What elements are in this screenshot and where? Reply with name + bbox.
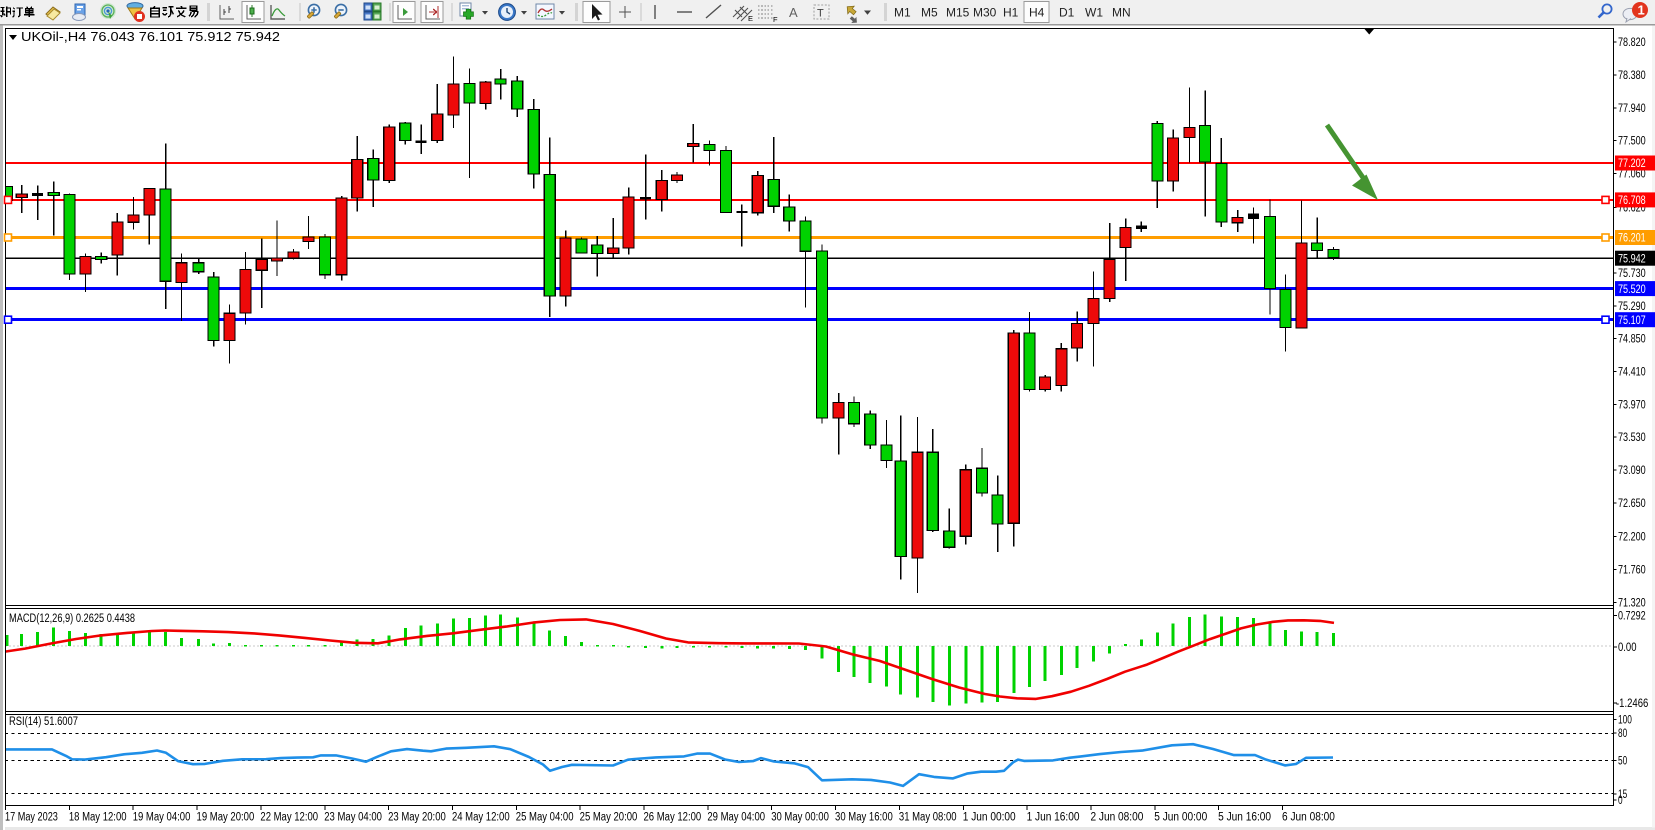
svg-text:75.730: 75.730 xyxy=(1618,268,1646,280)
svg-text:30 May 00:00: 30 May 00:00 xyxy=(771,812,829,824)
svg-text:30 May 16:00: 30 May 16:00 xyxy=(835,812,893,824)
svg-text:E: E xyxy=(748,14,753,23)
svg-text:5 Jun 00:00: 5 Jun 00:00 xyxy=(1154,812,1207,824)
svg-text:0: 0 xyxy=(1618,795,1623,807)
svg-text:73.970: 73.970 xyxy=(1618,399,1646,411)
svg-text:D1: D1 xyxy=(1059,6,1075,20)
svg-text:0.00: 0.00 xyxy=(1618,642,1637,654)
svg-text:77.940: 77.940 xyxy=(1618,103,1646,115)
svg-text:76.708: 76.708 xyxy=(1618,195,1646,207)
svg-text:29 May 04:00: 29 May 04:00 xyxy=(707,812,765,824)
svg-text:M15: M15 xyxy=(946,6,970,20)
svg-text:H1: H1 xyxy=(1003,6,1019,20)
svg-text:73.090: 73.090 xyxy=(1618,465,1646,477)
svg-text:75.520: 75.520 xyxy=(1618,284,1646,296)
svg-text:17 May 2023: 17 May 2023 xyxy=(5,812,58,824)
svg-text:23 May 04:00: 23 May 04:00 xyxy=(324,812,382,824)
svg-text:UKOil-,H4 76.043 76.101 75.91: UKOil-,H4 76.043 76.101 75.912 75.942 xyxy=(21,30,280,44)
svg-text:75.942: 75.942 xyxy=(1618,253,1646,265)
svg-text:75.290: 75.290 xyxy=(1618,301,1646,313)
svg-text:MACD(12,26,9) 0.2625 0.4438: MACD(12,26,9) 0.2625 0.4438 xyxy=(9,613,135,625)
svg-text:100: 100 xyxy=(1618,715,1632,727)
svg-text:5 Jun 16:00: 5 Jun 16:00 xyxy=(1218,812,1271,824)
svg-text:72.650: 72.650 xyxy=(1618,498,1646,510)
svg-text:25 May 04:00: 25 May 04:00 xyxy=(516,812,574,824)
svg-text:MN: MN xyxy=(1112,6,1131,20)
svg-text:M30: M30 xyxy=(973,6,997,20)
svg-text:0.7292: 0.7292 xyxy=(1618,611,1646,623)
svg-text:H4: H4 xyxy=(1029,6,1045,20)
svg-text:22 May 12:00: 22 May 12:00 xyxy=(260,812,318,824)
svg-text:78.380: 78.380 xyxy=(1618,70,1646,82)
svg-text:77.060: 77.060 xyxy=(1618,169,1646,181)
svg-text:80: 80 xyxy=(1618,728,1627,740)
svg-text:1 Jun 00:00: 1 Jun 00:00 xyxy=(963,812,1016,824)
svg-text:W1: W1 xyxy=(1085,6,1103,20)
svg-text:74.410: 74.410 xyxy=(1618,367,1646,379)
svg-text:50: 50 xyxy=(1618,755,1627,767)
svg-text:19 May 20:00: 19 May 20:00 xyxy=(197,812,255,824)
svg-text:73.530: 73.530 xyxy=(1618,432,1646,444)
svg-text:76.201: 76.201 xyxy=(1618,233,1646,245)
svg-text:M1: M1 xyxy=(894,6,911,20)
svg-text:1: 1 xyxy=(1638,3,1645,18)
svg-text:T: T xyxy=(817,8,824,20)
svg-text:71.760: 71.760 xyxy=(1618,565,1646,577)
svg-text:71.320: 71.320 xyxy=(1618,597,1646,609)
svg-text:72.200: 72.200 xyxy=(1618,532,1646,544)
svg-text:A: A xyxy=(789,5,798,20)
svg-text:18 May 12:00: 18 May 12:00 xyxy=(69,812,127,824)
svg-text:2 Jun 08:00: 2 Jun 08:00 xyxy=(1090,812,1143,824)
svg-text:1 Jun 16:00: 1 Jun 16:00 xyxy=(1027,812,1080,824)
svg-text:M5: M5 xyxy=(921,6,938,20)
svg-text:F: F xyxy=(773,15,778,24)
svg-text:-1.2466: -1.2466 xyxy=(1616,698,1648,710)
svg-text:19 May 04:00: 19 May 04:00 xyxy=(133,812,191,824)
svg-text:78.820: 78.820 xyxy=(1618,37,1646,49)
svg-text:6 Jun 08:00: 6 Jun 08:00 xyxy=(1282,812,1335,824)
svg-text:31 May 08:00: 31 May 08:00 xyxy=(899,812,957,824)
svg-text:24 May 12:00: 24 May 12:00 xyxy=(452,812,510,824)
svg-text:25 May 20:00: 25 May 20:00 xyxy=(580,812,638,824)
svg-text:26 May 12:00: 26 May 12:00 xyxy=(644,812,702,824)
svg-text:RSI(14) 51.6007: RSI(14) 51.6007 xyxy=(9,716,78,728)
svg-text:75.107: 75.107 xyxy=(1618,315,1646,327)
svg-text:74.850: 74.850 xyxy=(1618,334,1646,346)
svg-text:15: 15 xyxy=(1618,789,1627,801)
svg-text:77.202: 77.202 xyxy=(1618,158,1646,170)
svg-text:77.500: 77.500 xyxy=(1618,136,1646,148)
svg-text:23 May 20:00: 23 May 20:00 xyxy=(388,812,446,824)
